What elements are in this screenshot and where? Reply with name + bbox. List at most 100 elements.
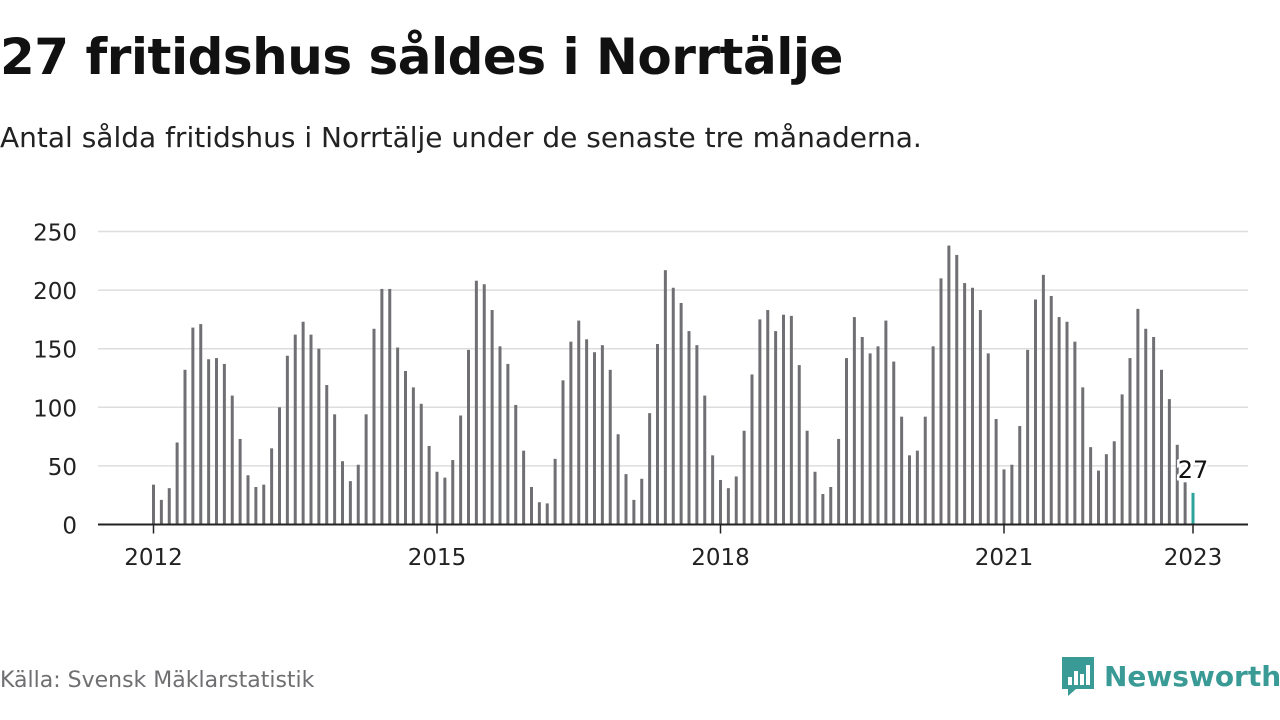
bar — [986, 353, 990, 525]
bar — [900, 416, 904, 525]
bar — [837, 438, 841, 525]
bar — [419, 403, 423, 525]
bar — [396, 347, 400, 525]
bar — [175, 442, 179, 525]
x-tick-label: 2023 — [1164, 545, 1223, 571]
bar — [191, 327, 195, 525]
bar — [860, 336, 864, 525]
bar — [301, 321, 305, 525]
bar — [293, 334, 297, 525]
bar — [640, 478, 644, 525]
bar — [695, 345, 699, 525]
bar — [522, 450, 526, 525]
bar — [451, 460, 455, 525]
bar — [663, 270, 667, 525]
bar — [159, 499, 163, 525]
bar — [742, 430, 746, 525]
bar — [506, 363, 510, 525]
bar — [238, 438, 242, 525]
bar — [1175, 444, 1179, 525]
bar — [939, 278, 943, 525]
bar — [490, 310, 494, 525]
bar — [199, 324, 203, 525]
x-tick-label: 2012 — [124, 545, 183, 571]
bar — [356, 464, 360, 525]
bar — [813, 471, 817, 525]
bar — [341, 461, 344, 525]
bar — [262, 484, 266, 525]
bar — [593, 352, 596, 525]
y-tick-label: 150 — [33, 338, 77, 364]
bar — [553, 458, 557, 525]
bar — [152, 484, 155, 525]
bar — [1120, 394, 1124, 525]
bar — [789, 315, 793, 525]
bar — [845, 358, 848, 525]
bar — [679, 302, 683, 525]
bar — [805, 430, 809, 525]
bar — [482, 284, 486, 525]
chart-subtitle: Antal sålda fritidshus i Norrtälje under… — [0, 121, 922, 154]
bar — [774, 331, 778, 525]
bar — [821, 494, 825, 525]
bar — [443, 477, 447, 525]
bar — [222, 363, 226, 525]
bar — [726, 488, 730, 525]
bar — [411, 387, 415, 525]
bar — [498, 346, 502, 525]
bar — [1097, 470, 1100, 525]
x-tick-label: 2018 — [691, 545, 750, 571]
bar — [1010, 464, 1014, 525]
bar — [1136, 308, 1140, 525]
bar — [931, 346, 935, 525]
y-axis-ticks: 0 50 100 150 200 250 — [33, 221, 77, 540]
bar — [1026, 349, 1030, 525]
bar — [600, 345, 604, 525]
bar — [671, 287, 675, 525]
bar — [459, 415, 463, 525]
bar — [1018, 426, 1022, 525]
bar — [782, 314, 785, 525]
bar — [703, 395, 707, 525]
bar — [947, 245, 951, 525]
bar-chart-logo-icon — [1062, 657, 1094, 696]
bar — [829, 486, 833, 525]
bar — [278, 407, 281, 525]
bar — [167, 488, 171, 525]
bar — [183, 369, 187, 525]
bar — [1152, 336, 1156, 525]
brand-name: Newsworthy — [1104, 659, 1280, 693]
bar — [372, 328, 376, 525]
brand-logo: Newsworthy — [1060, 655, 1280, 697]
bar — [230, 395, 234, 525]
bar — [1034, 299, 1037, 525]
bar — [561, 380, 565, 525]
source-note: Källa: Svensk Mäklarstatistik — [0, 668, 315, 693]
bar — [1002, 469, 1006, 525]
bar — [1104, 454, 1108, 525]
bar — [955, 254, 959, 525]
highlight-value-label: 27 — [1178, 456, 1209, 484]
bar — [545, 503, 549, 525]
bar — [514, 404, 518, 525]
bar — [569, 341, 573, 525]
bar — [380, 288, 384, 525]
bar — [1128, 358, 1132, 525]
y-tick-label: 50 — [48, 455, 77, 481]
bar — [404, 370, 407, 525]
bar — [766, 310, 770, 525]
bar — [1160, 369, 1163, 525]
bar — [758, 319, 762, 525]
bar — [994, 419, 998, 525]
bar — [585, 339, 589, 525]
bar — [577, 320, 581, 525]
bar — [719, 479, 722, 525]
y-tick-label: 200 — [33, 279, 77, 305]
chart-title: 27 fritidshus såldes i Norrtälje — [0, 28, 843, 86]
bar — [971, 287, 974, 525]
bar — [750, 374, 754, 525]
bar — [1073, 341, 1077, 525]
data-labels: 27 — [1175, 454, 1211, 487]
bar — [632, 499, 636, 525]
bar — [923, 416, 927, 525]
